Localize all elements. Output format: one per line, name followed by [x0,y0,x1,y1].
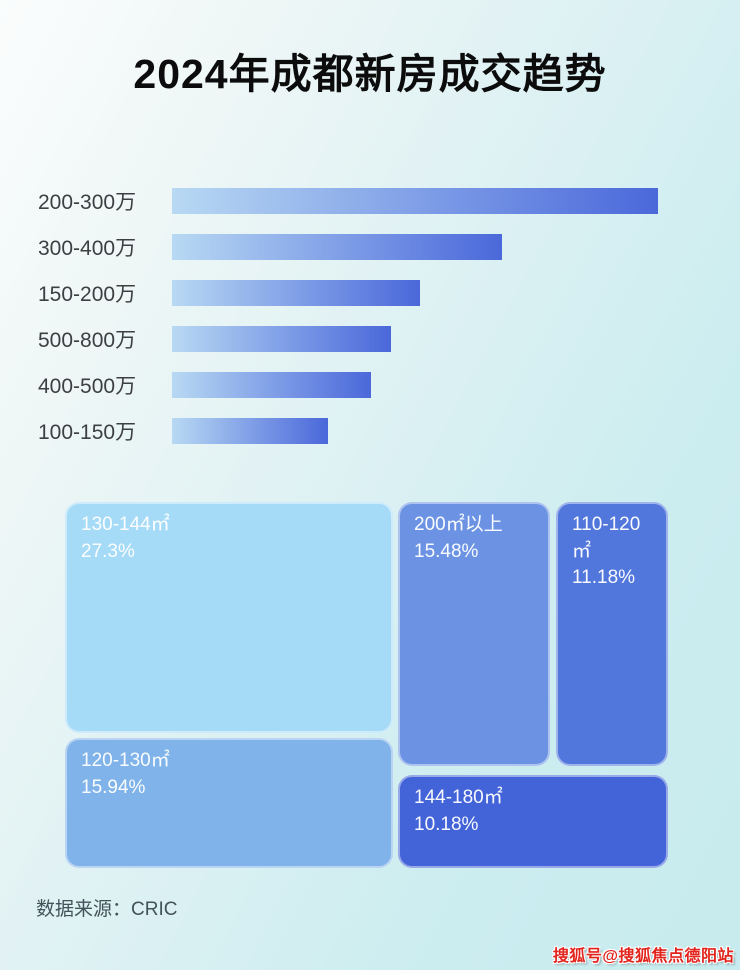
bar-rows: 200-300万 300-400万 150-200万 500-800万 400-500万… [0,188,740,444]
bar-track [172,372,658,398]
price-band-bar-chart: 200-300万 300-400万 150-200万 500-800万 400-500万… [0,188,740,444]
data-source-label: 数据来源：CRIC [36,899,178,920]
bar [172,188,658,214]
bar-track [172,234,658,260]
bar-track [172,188,658,214]
treemap-block: 130-144㎡ 27.3% [65,502,393,733]
treemap-block: 200㎡以上 15.48% [398,502,550,766]
bar-row: 150-200万 [0,280,740,306]
bar-track [172,326,658,352]
treemap-block-label: 200㎡以上 [414,514,503,535]
treemap-block: 144-180㎡ 10.18% [398,775,668,868]
bar-row: 400-500万 [0,372,740,398]
bar-category-label: 500-800万 [38,329,137,352]
bar-row: 200-300万 [0,188,740,214]
treemap-block-label: 144-180㎡ [414,787,503,808]
treemap-block-value: 10.18% [414,813,479,835]
unit-area-treemap: 130-144㎡ 27.3% 200㎡以上 15.48% 110-120㎡ 11.18% 1… [62,500,678,872]
bar-track [172,418,658,444]
treemap-block-label: 110-120㎡ [572,514,641,562]
bar-category-label: 150-200万 [38,283,137,306]
treemap-block-label: 120-130㎡ [81,750,170,771]
page-title: 2024年成都新房成交趋势 [133,51,607,97]
treemap-block-value: 15.94% [81,776,146,798]
bar-row: 300-400万 [0,234,740,260]
treemap-block-value: 11.18% [572,567,636,589]
bar [172,372,372,398]
watermark-text: 搜狐号@搜狐焦点德阳站 [552,948,734,965]
treemap-block-value: 27.3% [81,540,135,562]
bar [172,234,503,260]
treemap-block-label: 130-144㎡ [81,514,170,535]
bar [172,418,328,444]
bar-track [172,280,658,306]
bar-category-label: 400-500万 [38,375,137,398]
treemap-block-value: 15.48% [414,540,479,562]
bar-category-label: 200-300万 [38,191,137,214]
bar [172,326,391,352]
bar [172,280,420,306]
bar-row: 100-150万 [0,418,740,444]
bar-category-label: 100-150万 [38,421,137,444]
bar-category-label: 300-400万 [38,237,137,260]
treemap-block: 110-120㎡ 11.18% [556,502,668,766]
bar-row: 500-800万 [0,326,740,352]
treemap-block: 120-130㎡ 15.94% [65,738,393,868]
